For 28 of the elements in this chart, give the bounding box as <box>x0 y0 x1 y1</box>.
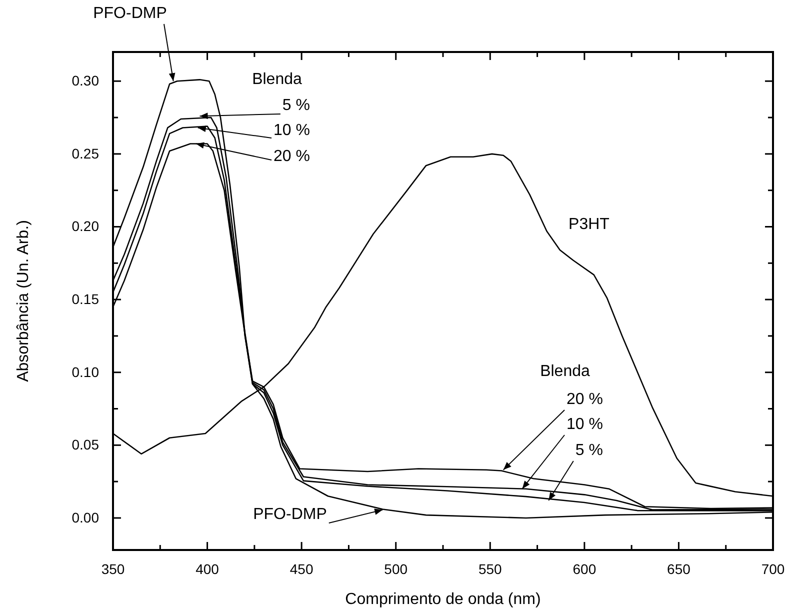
x-tick-label: 550 <box>478 560 502 577</box>
y-tick-label: 0.30 <box>72 72 100 89</box>
annotation: Blenda <box>252 71 302 88</box>
y-tick-label: 0.15 <box>72 291 100 308</box>
annotation: 5 % <box>282 97 310 114</box>
x-tick-label: 650 <box>667 560 691 577</box>
annotation: PFO-DMP <box>93 5 167 22</box>
x-axis-title: Comprimento de onda (nm) <box>345 591 541 608</box>
annotation: Blenda <box>540 363 590 380</box>
y-tick-label: 0.20 <box>72 218 100 234</box>
y-tick-label: 0.00 <box>72 509 100 526</box>
annotation: 10 % <box>566 416 603 433</box>
annotation: 10 % <box>274 122 310 139</box>
y-tick-label: 0.10 <box>72 364 100 380</box>
x-tick-label: 450 <box>290 560 314 577</box>
x-tick-label: 350 <box>101 560 125 577</box>
y-axis-title: Absorbância (Un. Arb.) <box>15 220 32 382</box>
y-tick-label: 0.25 <box>72 145 100 162</box>
annotation: 20 % <box>274 148 310 165</box>
annotation: 5 % <box>575 442 603 459</box>
annotation: 20 % <box>566 391 603 408</box>
x-tick-label: 400 <box>196 560 220 577</box>
x-tick-label: 500 <box>384 560 408 577</box>
annotation: PFO-DMP <box>253 506 327 523</box>
annotation: P3HT <box>568 216 610 233</box>
y-tick-label: 0.05 <box>72 436 100 453</box>
x-tick-label: 700 <box>761 560 785 577</box>
x-tick-label: 600 <box>572 560 596 577</box>
